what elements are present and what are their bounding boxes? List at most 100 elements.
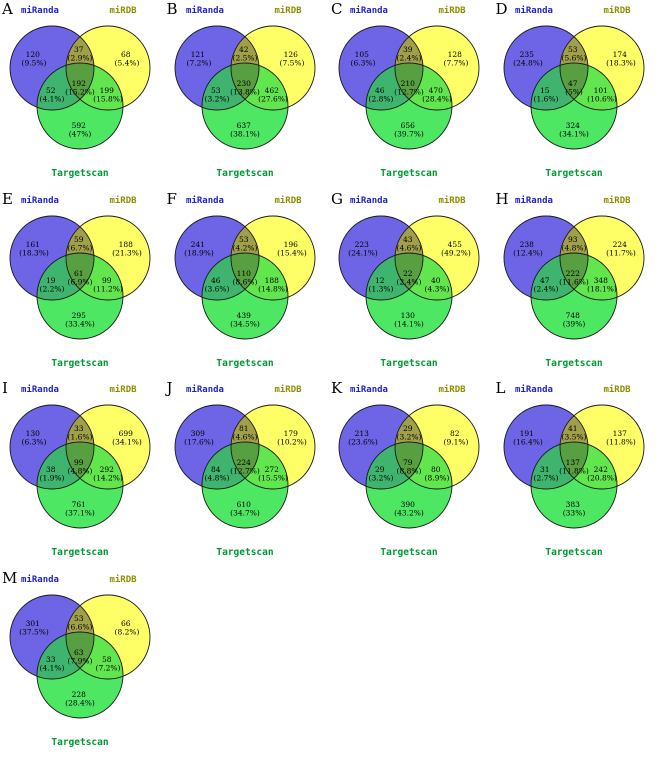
region-pct: (34.7%) [230,509,260,518]
region-value: 272 [264,465,279,474]
panel-letter: L [495,379,506,397]
region-pct: (18.3%) [19,248,49,257]
mirdb-circle-outline [65,404,151,490]
region-count-miranda-only: 120 (9.5%) [22,50,47,68]
region-count-mirdb-only: 224 (11.7%) [606,240,636,258]
targetscan-circle-outline [365,252,453,339]
miranda-set-label: miRanda [515,195,553,206]
region-pct: (1.6%) [533,95,558,104]
mirdb-circle-outline [394,404,480,490]
region-count-miranda-mirdb: 53 (6.6%) [68,614,93,632]
region-count-miranda-only: 238 (12.4%) [513,240,543,258]
mirdb-set-label: miRDB [109,5,137,16]
region-value: 390 [401,500,416,509]
region-value: 79 [403,458,413,467]
region-pct: (10.6%) [587,95,617,104]
targetscan-circle-outline [365,441,453,529]
region-value: 191 [519,429,533,438]
miranda-set-label: miRanda [350,195,388,206]
mirdb-circle-outline [65,215,151,300]
region-count-mirdb-only: 137 (11.8%) [606,429,636,447]
region-value: 81 [239,424,249,433]
region-pct: (4.2%) [232,243,257,252]
mirdb-circle-outline [394,215,480,300]
region-value: 455 [448,240,463,249]
region-pct: (5.6%) [561,54,586,63]
region-pct: (23.6%) [348,438,378,447]
region-value: 38 [46,465,56,474]
miranda-circle-outline [503,215,588,300]
region-count-miranda-targetscan: 53 (3.2%) [204,86,229,104]
region-pct: (1.3%) [369,284,394,293]
region-value: 53 [239,235,249,244]
venn-diagram: miRanda miRDB Targetscan 213 (23.6%) 29 … [338,384,480,558]
region-value: 68 [121,50,131,59]
region-pct: (4.3%) [425,284,450,293]
venn-panel: miRanda miRDB Targetscan 120 (9.5%) 37 (… [0,0,165,190]
region-count-targetscan-only: 592 (47%) [69,121,92,139]
region-pct: (10.2%) [277,438,307,447]
region-pct: (6.9%) [68,277,93,286]
region-pct: (21.3%) [112,248,142,257]
mirdb-set-label: miRDB [109,195,137,206]
region-pct: (27.6%) [258,95,288,104]
region-count-mirdb-targetscan: 348 (18.1%) [587,276,617,294]
targetscan-set-label: Targetscan [380,358,437,369]
region-count-miranda-targetscan: 46 (3.6%) [204,276,229,294]
miranda-set-label: miRanda [21,195,59,206]
region-count-miranda-targetscan: 29 (3.2%) [369,465,394,483]
region-value: 41 [568,424,578,433]
targetscan-set-label: Targetscan [216,547,273,558]
targetscan-circle-outline [201,252,288,339]
region-count-targetscan-only: 324 (34.1%) [559,121,589,139]
region-count-mirdb-only: 66 (8.2%) [115,619,140,637]
targetscan-circle-outline [36,252,124,339]
region-value: 210 [401,79,416,88]
region-count-miranda-only: 105 (6.3%) [351,50,376,68]
region-count-miranda-only: 301 (37.5%) [19,619,49,637]
region-value: 309 [190,429,205,438]
targetscan-set-label: Targetscan [51,547,108,558]
region-pct: (2.4%) [397,54,422,63]
mirdb-set-label: miRDB [109,384,137,395]
miranda-set-label: miRanda [21,384,59,395]
region-count-miranda-only: 130 (6.3%) [22,429,47,447]
region-count-miranda-only: 241 (18.9%) [184,240,214,258]
region-count-mirdb-targetscan: 80 (8.9%) [425,465,450,483]
region-value: 699 [119,429,134,438]
venn-panel: miRanda miRDB Targetscan 121 (7.2%) 42 (… [165,0,330,190]
venn-diagram: miRanda miRDB Targetscan 241 (18.9%) 53 … [174,195,315,369]
region-value: 37 [74,45,84,54]
region-value: 121 [190,50,204,59]
region-value: 80 [431,465,441,474]
targetscan-circle-outline [530,252,617,339]
miranda-set-label: miRanda [186,195,224,206]
region-pct: (4.1%) [40,663,65,672]
region-pct: (12.7%) [394,88,424,97]
region-pct: (28.4%) [422,95,452,104]
region-pct: (5.4%) [115,59,140,68]
region-count-targetscan-only: 637 (38.1%) [230,121,260,139]
region-pct: (49.2%) [441,248,471,257]
mirdb-set-label: miRDB [274,384,302,395]
region-count-mirdb-only: 188 (21.3%) [112,240,142,258]
region-pct: (34.1%) [559,130,589,139]
region-pct: (4.8%) [204,474,229,483]
mirdb-set-label: miRDB [603,384,631,395]
region-pct: (3.2%) [397,433,422,442]
region-value: 161 [26,240,40,249]
mirdb-circle-outline [65,25,151,111]
region-count-mirdb-targetscan: 40 (4.3%) [425,276,450,294]
region-pct: (12.4%) [513,248,543,257]
region-count-all-three: 137 (11.8%) [559,458,589,476]
mirdb-circle-outline [394,25,480,111]
venn-panel: miRanda miRDB Targetscan 130 (6.3%) 33 (… [0,379,165,569]
targetscan-set-label: Targetscan [545,547,602,558]
region-pct: (2.7%) [533,474,558,483]
region-pct: (3.6%) [204,284,229,293]
miranda-circle-outline [9,594,95,679]
panel-letter: G [331,189,343,208]
region-pct: (2.5%) [232,54,257,63]
region-count-mirdb-targetscan: 470 (28.4%) [422,86,452,104]
